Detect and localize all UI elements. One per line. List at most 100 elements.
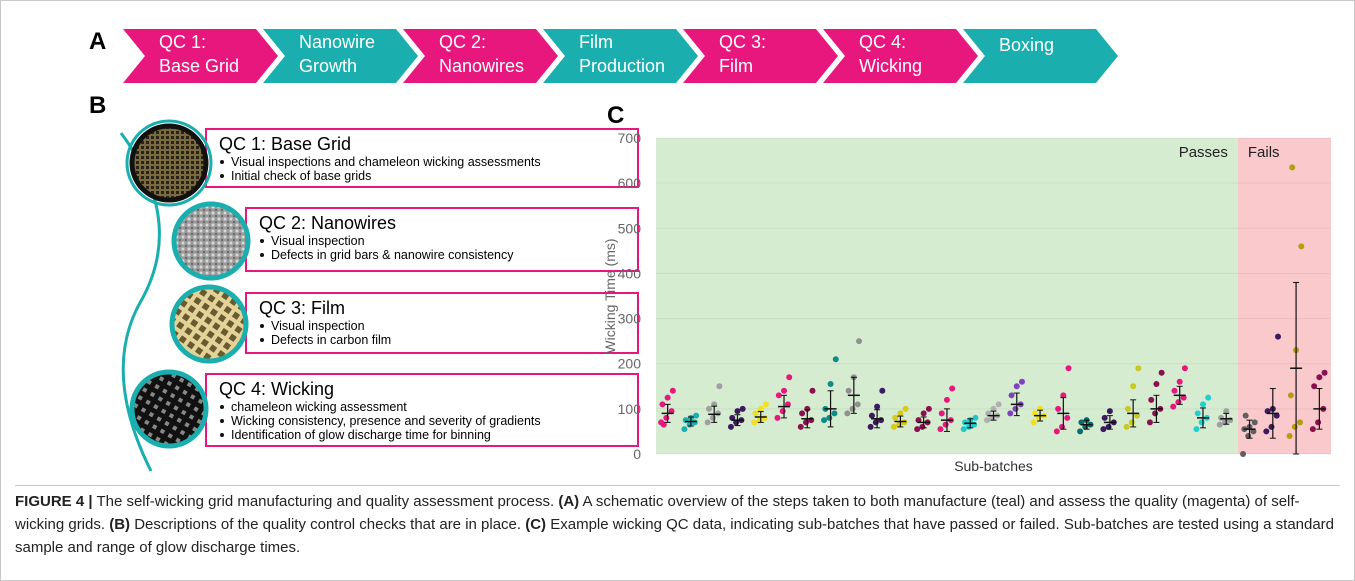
data-point (710, 415, 716, 421)
data-point (1124, 424, 1130, 430)
data-point (1298, 243, 1304, 249)
data-point (670, 388, 676, 394)
data-point (687, 422, 693, 428)
data-point (1129, 419, 1135, 425)
data-point (962, 419, 968, 425)
figure-panels: ABCQC 1:Base GridNanowireGrowthQC 2:Nano… (1, 1, 1354, 483)
y-tick-label: 0 (633, 446, 641, 462)
check-bullet: Defects in carbon film (271, 333, 391, 347)
data-point (826, 415, 832, 421)
data-point (1269, 424, 1275, 430)
data-point (1199, 419, 1205, 425)
data-point (1205, 395, 1211, 401)
check-title: QC 1: Base Grid (219, 134, 351, 154)
data-point (984, 417, 990, 423)
data-point (1135, 365, 1141, 371)
data-point (716, 383, 722, 389)
data-point (1263, 428, 1269, 434)
y-tick-label: 300 (618, 311, 642, 327)
check-image (132, 126, 206, 200)
bullet (220, 433, 224, 437)
bullet (220, 160, 224, 164)
data-point (705, 419, 711, 425)
data-point (879, 388, 885, 394)
data-point (1066, 365, 1072, 371)
region (1238, 138, 1331, 454)
data-point (681, 426, 687, 432)
panel-label: B (89, 92, 106, 119)
flow-step-label: Film (719, 56, 753, 76)
data-point (663, 415, 669, 421)
data-point (868, 424, 874, 430)
check-bullet: Visual inspection (271, 234, 365, 248)
data-point (693, 413, 699, 419)
y-tick-label: 500 (618, 220, 642, 236)
data-point (926, 406, 932, 412)
data-point (1217, 422, 1223, 428)
check-title: QC 3: Film (259, 298, 345, 318)
data-point (1311, 383, 1317, 389)
data-point (949, 386, 955, 392)
data-point (966, 424, 972, 430)
check-title: QC 4: Wicking (219, 379, 334, 399)
data-point (1125, 406, 1131, 412)
data-point (919, 424, 925, 430)
caption-ref: (C) (525, 516, 546, 533)
data-point (1054, 428, 1060, 434)
data-point (659, 401, 665, 407)
data-point (1297, 419, 1303, 425)
y-tick-label: 600 (618, 175, 642, 191)
caption: FIGURE 4 | The self-wicking grid manufac… (15, 485, 1340, 559)
data-point (831, 410, 837, 416)
data-point (1148, 397, 1154, 403)
data-point (921, 410, 927, 416)
bullet (220, 419, 224, 423)
data-point (891, 424, 897, 430)
data-point (780, 408, 786, 414)
data-point (1055, 406, 1061, 412)
check-bullet: Initial check of base grids (231, 169, 371, 183)
bullet (260, 239, 264, 243)
data-point (844, 410, 850, 416)
data-point (728, 424, 734, 430)
data-point (1289, 164, 1295, 170)
flow-step-label: Base Grid (159, 56, 239, 76)
check-image (174, 204, 248, 278)
data-point (1014, 383, 1020, 389)
data-point (763, 401, 769, 407)
panel-label: C (607, 102, 624, 129)
bullet (220, 405, 224, 409)
data-point (776, 392, 782, 398)
data-point (809, 388, 815, 394)
data-point (715, 410, 721, 416)
data-point (734, 408, 740, 414)
flow-step-label: Wicking (859, 56, 922, 76)
data-point (1275, 334, 1281, 340)
data-point (914, 426, 920, 432)
bullet (260, 253, 264, 257)
data-point (1288, 392, 1294, 398)
data-point (1012, 406, 1018, 412)
data-point (1100, 426, 1106, 432)
data-point (874, 404, 880, 410)
flow-step-label: QC 4: (859, 32, 906, 52)
data-point (1287, 433, 1293, 439)
y-axis-title: Wicking Time (ms) (602, 238, 618, 353)
flow-step-label: Nanowires (439, 56, 524, 76)
data-point (1007, 410, 1013, 416)
check-bullet: Visual inspections and chameleon wicking… (231, 155, 541, 169)
data-point (740, 406, 746, 412)
check-title: QC 2: Nanowires (259, 213, 396, 233)
check-bullet: Visual inspection (271, 319, 365, 333)
data-point (1172, 388, 1178, 394)
data-point (1195, 410, 1201, 416)
data-point (944, 397, 950, 403)
data-point (758, 406, 764, 412)
bullet (260, 324, 264, 328)
caption-ref: (B) (109, 516, 130, 533)
data-point (937, 426, 943, 432)
check-image (172, 287, 246, 361)
data-point (1200, 401, 1206, 407)
data-point (1130, 383, 1136, 389)
caption-ref: (A) (558, 493, 579, 510)
